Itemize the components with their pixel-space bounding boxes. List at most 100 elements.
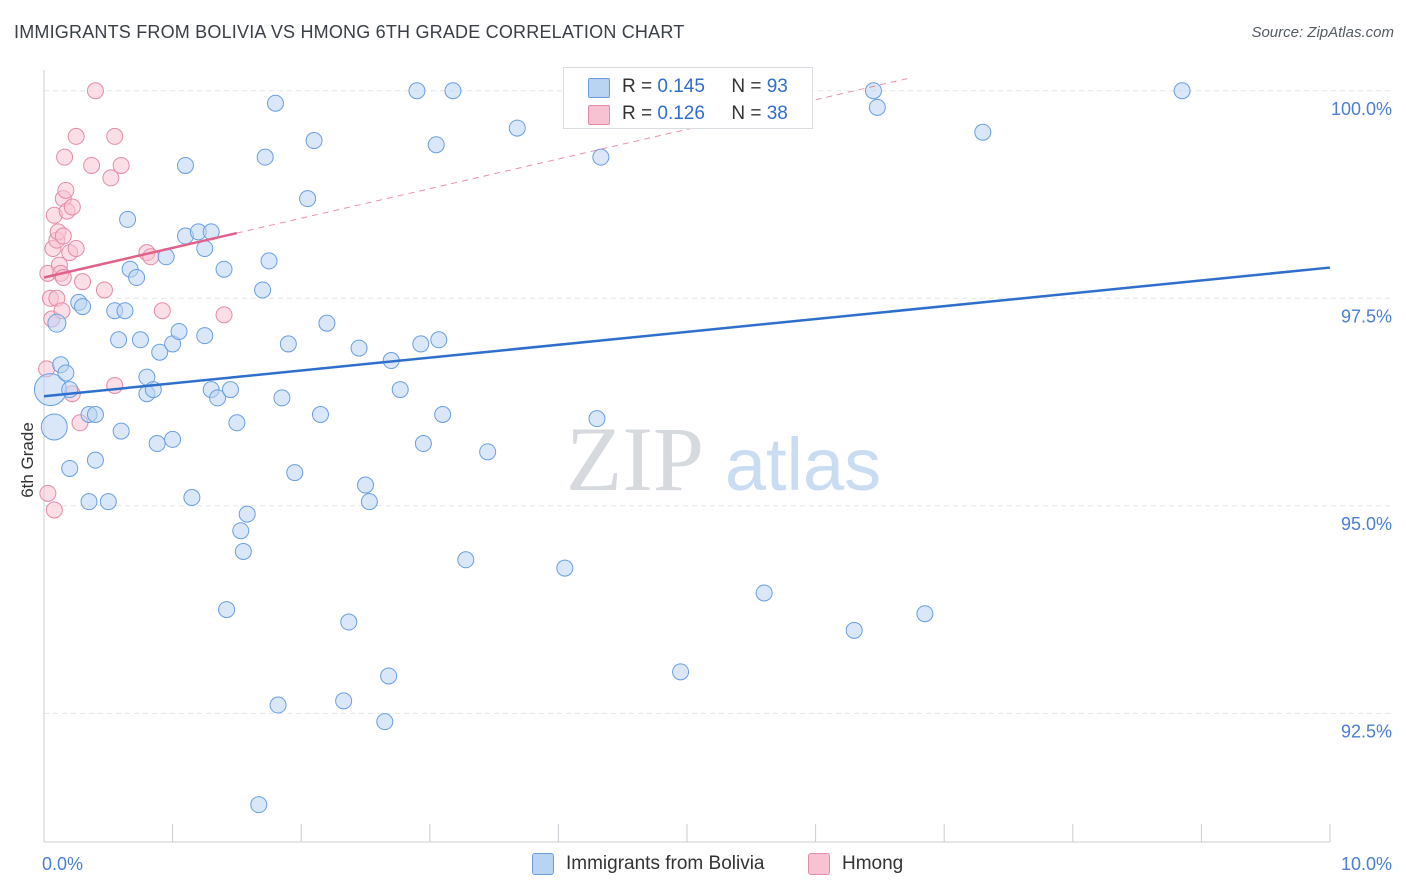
bolivia-point xyxy=(234,542,252,560)
hmong-point xyxy=(74,273,92,291)
bolivia-point xyxy=(151,343,169,361)
bolivia-point xyxy=(112,422,130,440)
bolivia-point xyxy=(148,435,166,453)
n-label: N = xyxy=(731,76,762,97)
bolivia-point xyxy=(260,252,278,270)
bolivia-point xyxy=(164,430,182,448)
bolivia-point xyxy=(131,331,149,349)
bolivia-point xyxy=(434,405,452,423)
bolivia-point xyxy=(335,692,353,710)
bolivia-point xyxy=(286,464,304,482)
legend-label-bolivia: Immigrants from Bolivia xyxy=(566,853,765,874)
hmong-points xyxy=(38,82,233,519)
bolivia-point xyxy=(376,713,394,731)
hmong-point xyxy=(83,156,101,174)
bolivia-point xyxy=(209,389,227,407)
bolivia-point xyxy=(221,381,239,399)
bolivia-point xyxy=(196,327,214,345)
bolivia-point xyxy=(845,621,863,639)
hmong-point xyxy=(102,169,120,187)
bolivia-point xyxy=(74,298,92,316)
hmong-point xyxy=(153,302,171,320)
bolivia-point xyxy=(916,605,934,623)
r-value-bolivia: 0.145 xyxy=(657,76,705,97)
stats-box: R = 0.145 N = 93 R = 0.126 N = 38 xyxy=(563,67,813,129)
bolivia-point xyxy=(80,493,98,511)
r-value-hmong: 0.126 xyxy=(657,103,705,124)
bolivia-point xyxy=(218,601,236,619)
stats-row-hmong: R = 0.126 N = 38 xyxy=(588,102,788,126)
y-tick-label: 92.5% xyxy=(1341,721,1392,741)
hmong-trendline xyxy=(43,231,238,279)
tick-labels: 100.0% 97.5% 95.0% 92.5% 0.0% 10.0% xyxy=(42,99,1392,874)
bolivia-point xyxy=(279,335,297,353)
hmong-point xyxy=(63,198,81,216)
bolivia-point xyxy=(176,156,194,174)
bolivia-point xyxy=(47,313,67,333)
hmong-point xyxy=(56,148,74,166)
bolivia-point xyxy=(864,82,882,100)
bolivia-point xyxy=(57,364,75,382)
x-tick-label: 10.0% xyxy=(1341,854,1392,874)
bolivia-swatch-icon xyxy=(588,78,610,98)
bolivia-point xyxy=(479,443,497,461)
y-tick-label: 100.0% xyxy=(1331,99,1392,119)
stats-row-bolivia: R = 0.145 N = 93 xyxy=(588,75,788,99)
bolivia-legend-swatch-icon xyxy=(532,853,554,875)
x-tick-label: 0.0% xyxy=(42,854,83,874)
bolivia-point xyxy=(672,663,690,681)
gridlines xyxy=(44,90,1392,714)
hmong-point xyxy=(86,82,104,100)
hmong-point xyxy=(215,306,233,324)
hmong-point xyxy=(95,281,113,299)
bolivia-point xyxy=(380,667,398,685)
axes xyxy=(43,70,1331,843)
bolivia-point xyxy=(592,148,610,166)
watermark: ZIP atlas xyxy=(566,408,881,510)
bolivia-point xyxy=(974,123,992,141)
chart-title: IMMIGRANTS FROM BOLIVIA VS HMONG 6TH GRA… xyxy=(14,22,685,42)
bolivia-trendline xyxy=(43,266,1331,398)
hmong-point xyxy=(45,501,63,519)
bolivia-point xyxy=(360,493,378,511)
bolivia-point xyxy=(273,389,291,407)
bolivia-point xyxy=(40,413,68,441)
bolivia-point xyxy=(215,260,233,278)
bolivia-point xyxy=(228,414,246,432)
n-value-bolivia: 93 xyxy=(766,76,788,97)
bolivia-point xyxy=(250,796,268,814)
hmong-point xyxy=(54,227,72,245)
hmong-point xyxy=(67,127,85,145)
bolivia-point xyxy=(86,451,104,469)
bolivia-point xyxy=(408,82,426,100)
bolivia-point xyxy=(318,314,336,332)
hmong-point xyxy=(106,127,124,145)
legend-item-bolivia[interactable]: Immigrants from Bolivia xyxy=(532,851,765,877)
bolivia-point xyxy=(119,210,137,228)
r-label: R = xyxy=(622,76,653,97)
hmong-point xyxy=(112,156,130,174)
bolivia-point xyxy=(350,339,368,357)
bolivia-point xyxy=(232,522,250,540)
y-tick-label: 95.0% xyxy=(1341,514,1392,534)
legend-item-hmong[interactable]: Hmong xyxy=(808,851,903,877)
y-tick-label: 97.5% xyxy=(1341,306,1392,326)
bolivia-point xyxy=(99,493,117,511)
bolivia-point xyxy=(357,476,374,494)
bolivia-point xyxy=(269,696,287,714)
bolivia-point xyxy=(170,322,188,340)
bolivia-point xyxy=(457,551,475,569)
r-label: R = xyxy=(622,103,653,124)
bolivia-point xyxy=(254,281,272,299)
watermark-zip: ZIP xyxy=(566,408,704,510)
bolivia-point xyxy=(508,119,526,137)
bolivia-point xyxy=(444,82,462,100)
bolivia-point xyxy=(116,302,134,320)
hmong-point xyxy=(67,239,85,257)
hmong-point xyxy=(39,484,57,502)
source-credit: Source: ZipAtlas.com xyxy=(1251,24,1394,41)
bolivia-point xyxy=(340,613,358,631)
bolivia-point xyxy=(755,584,773,602)
bolivia-point xyxy=(256,148,274,166)
